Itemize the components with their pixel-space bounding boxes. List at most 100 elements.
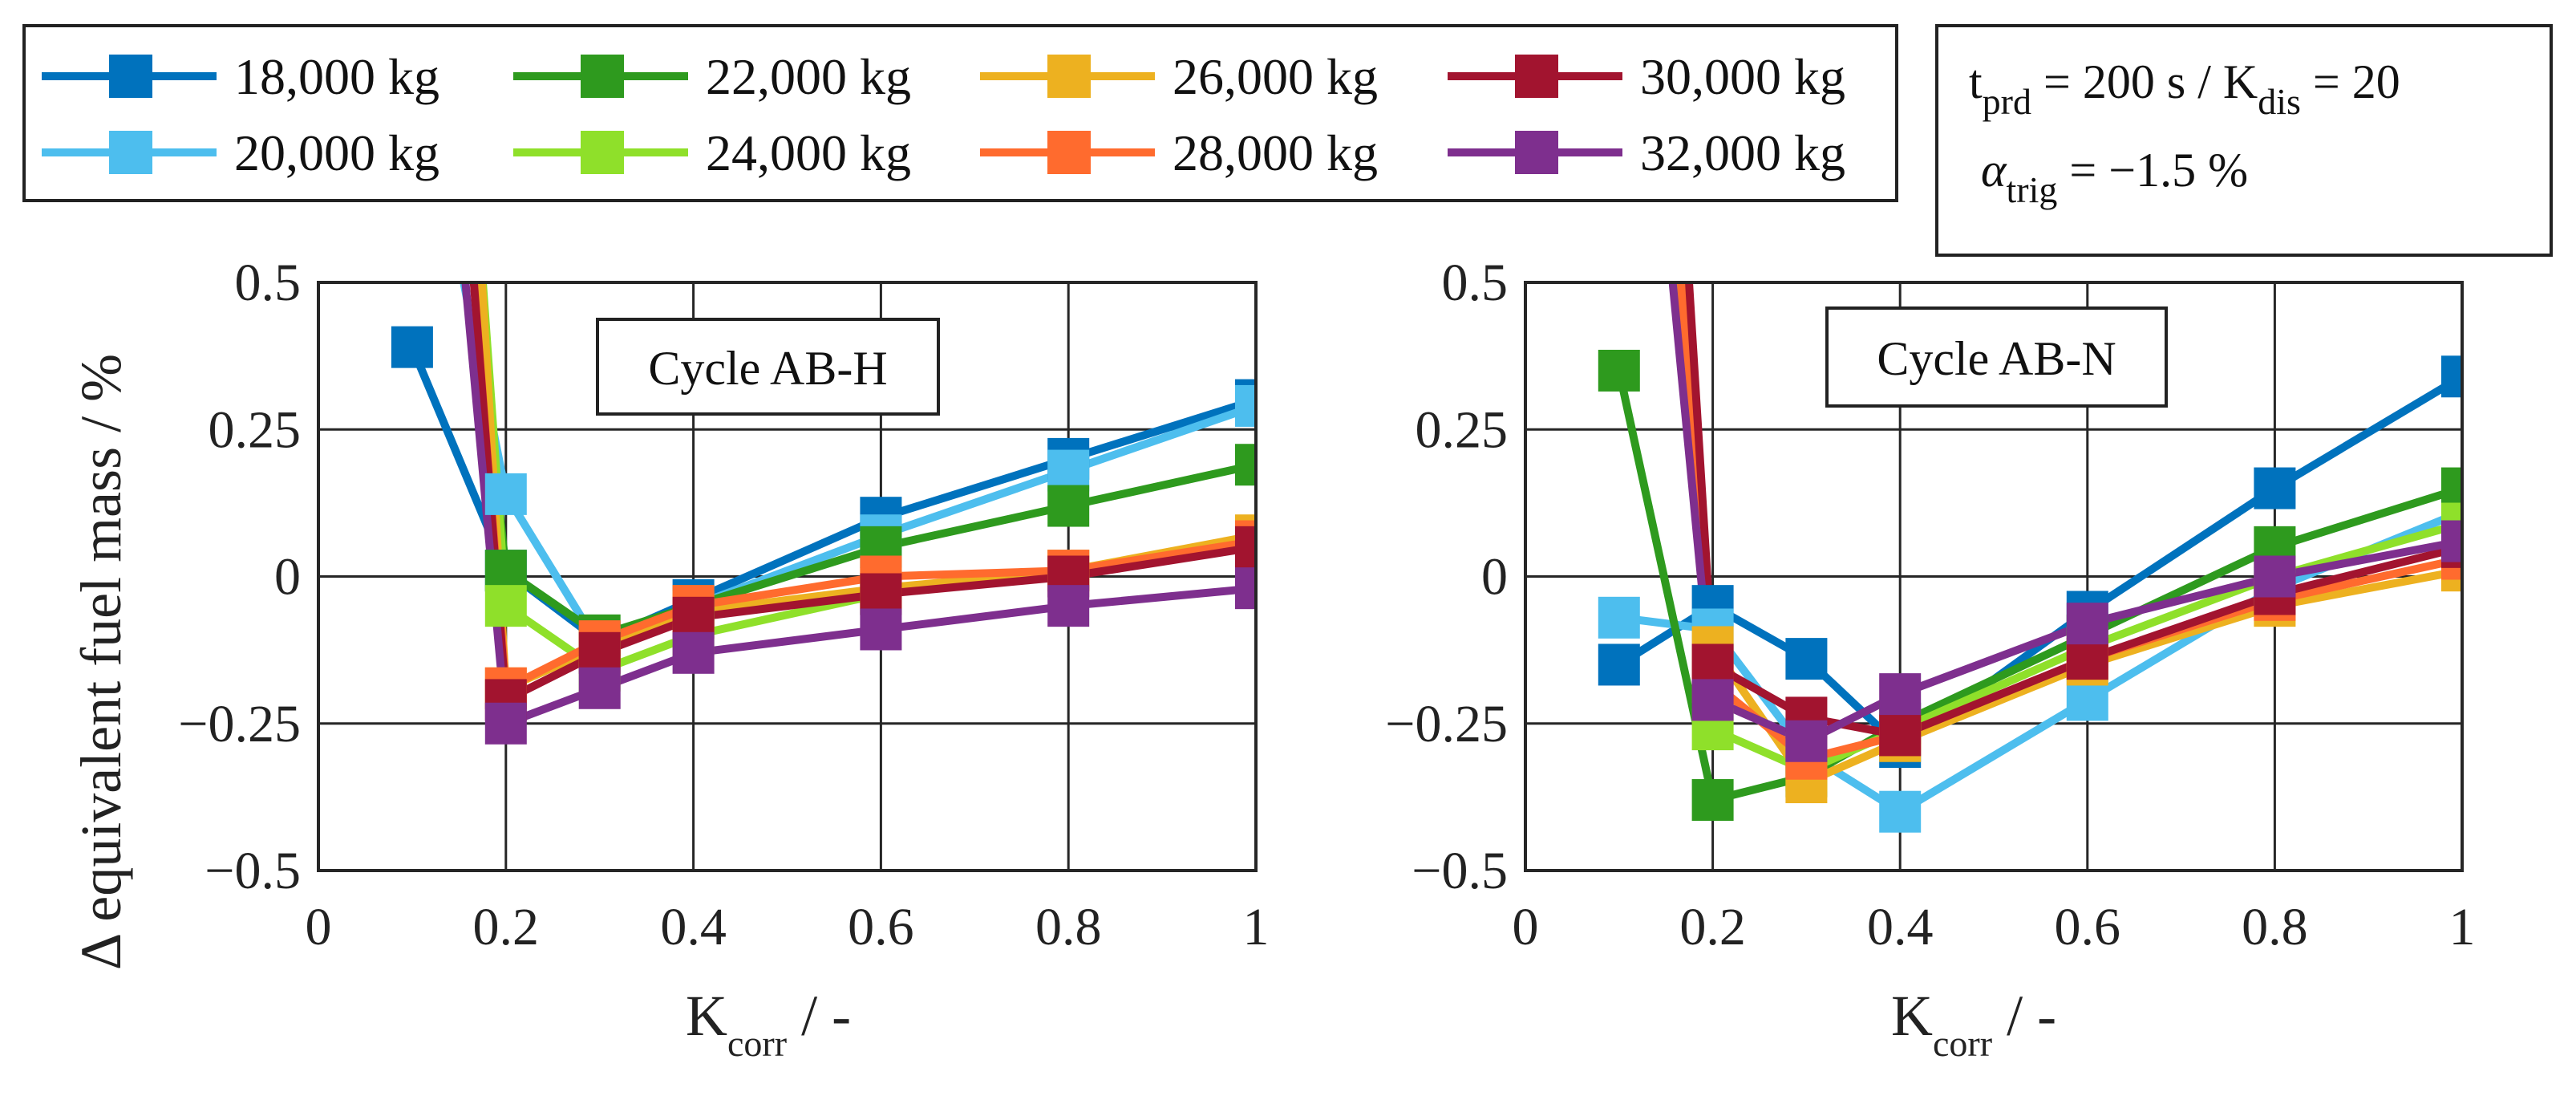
- legend-marker: [1047, 55, 1091, 98]
- x-tick-label: 1: [1243, 898, 1270, 956]
- x-tick-label: 0.6: [848, 898, 914, 956]
- legend-label: 24,000 kg: [706, 124, 911, 181]
- data-point: [2066, 638, 2108, 680]
- legend-marker: [581, 55, 624, 98]
- y-tick-label: 0: [1481, 548, 1508, 607]
- panel-cycle-ab-n: 0 0.2 0.4 0.6 0.8 1 −0.5 −0.25 0 0.25 0.5 Cycle AB-…: [1385, 254, 2476, 956]
- data-point: [2066, 603, 2108, 645]
- legend-entry: 28,000 kg: [980, 124, 1378, 181]
- y-tick-label: 0.5: [1442, 254, 1509, 312]
- legend-label: 20,000 kg: [234, 124, 439, 181]
- data-point: [2066, 679, 2108, 721]
- data-point: [1047, 485, 1090, 527]
- legend-marker: [109, 55, 152, 98]
- data-point: [1879, 714, 1922, 757]
- y-tick-label: 0.25: [209, 400, 302, 459]
- data-point: [578, 631, 621, 674]
- x-tick-label: 0.4: [660, 898, 727, 956]
- x-tick-label: 0.2: [1679, 898, 1746, 956]
- data-point: [1785, 638, 1828, 680]
- y-tick-label: −0.5: [1412, 842, 1508, 900]
- data-point: [2441, 467, 2462, 509]
- data-point: [1598, 349, 1640, 392]
- parameter-box-frame: [1935, 24, 2553, 257]
- legend: 18,000 kg 22,000 kg 26,000 kg 30,000 kg 20,0…: [22, 24, 1898, 202]
- panel-title-box: [1825, 306, 2168, 408]
- x-tick-label: 0.4: [1867, 898, 1934, 956]
- data-point: [1879, 673, 1922, 716]
- data-point: [484, 585, 527, 627]
- legend-entry: 20,000 kg: [42, 124, 439, 181]
- legend-label: 22,000 kg: [706, 48, 911, 105]
- legend-marker: [1515, 131, 1558, 174]
- legend-label: 18,000 kg: [234, 48, 439, 105]
- y-tick-label: 0: [274, 548, 301, 607]
- data-point: [484, 473, 527, 515]
- x-tick-label: 0: [1513, 898, 1539, 956]
- y-tick-label: −0.25: [178, 695, 301, 753]
- y-tick-label: 0.5: [235, 254, 302, 312]
- legend-marker: [109, 131, 152, 174]
- x-axis-label-left: Kcorr / -: [686, 984, 851, 1064]
- axes-frame: [317, 281, 1258, 872]
- legend-entry: 26,000 kg: [980, 48, 1378, 105]
- legend-entry: 22,000 kg: [513, 48, 911, 105]
- legend-entry: 32,000 kg: [1448, 124, 1845, 181]
- x-axis-label-right: Kcorr / -: [1891, 984, 2056, 1064]
- data-point: [860, 608, 902, 651]
- data-point: [1235, 384, 1256, 427]
- legend-frame: [22, 24, 1898, 202]
- panel-cycle-ab-h: 0 0.2 0.4 0.6 0.8 1 −0.5 −0.25 0 0.25 0.5 Cycle AB-…: [178, 254, 1270, 956]
- data-point: [672, 596, 715, 639]
- data-point: [1879, 790, 1922, 833]
- x-tick-label: 0.6: [2055, 898, 2121, 956]
- y-axis-label: Δ equivalent fuel mass / %: [69, 354, 133, 970]
- data-point: [1598, 643, 1640, 686]
- y-tick-label: −0.5: [205, 842, 301, 900]
- legend-entry: 18,000 kg: [42, 48, 439, 105]
- parameter-line-1: tprd = 200 s / Kdis = 20: [1969, 55, 2400, 122]
- data-point: [1235, 526, 1256, 568]
- data-point: [1691, 779, 1734, 822]
- data-point: [860, 573, 902, 615]
- data-point: [1047, 449, 1090, 492]
- x-tick-label: 0.8: [1035, 898, 1102, 956]
- data-point: [2254, 555, 2296, 598]
- x-tick-label: 0.8: [2242, 898, 2308, 956]
- data-point: [1235, 567, 1256, 610]
- data-point: [1235, 444, 1256, 486]
- legend-entry: 24,000 kg: [513, 124, 911, 181]
- data-point: [2254, 467, 2296, 509]
- legend-label: 28,000 kg: [1173, 124, 1378, 181]
- series-group: [391, 282, 1256, 745]
- data-point: [1598, 596, 1640, 639]
- y-tick-label: −0.25: [1385, 695, 1508, 753]
- panel-title: Cycle AB-N: [1877, 332, 2116, 385]
- data-point: [484, 702, 527, 745]
- data-point: [1785, 720, 1828, 762]
- x-tick-label: 1: [2449, 898, 2476, 956]
- axes-frame: [1524, 281, 2464, 872]
- legend-entry: 30,000 kg: [1448, 48, 1845, 105]
- legend-marker: [1515, 55, 1558, 98]
- data-point: [1691, 679, 1734, 721]
- panel-title-box: [596, 318, 940, 416]
- data-point: [2441, 520, 2462, 562]
- data-point: [1691, 643, 1734, 686]
- legend-label: 26,000 kg: [1173, 48, 1378, 105]
- data-point: [2441, 355, 2462, 398]
- legend-marker: [581, 131, 624, 174]
- legend-label: 32,000 kg: [1640, 124, 1845, 181]
- x-tick-label: 0.2: [473, 898, 540, 956]
- data-point: [391, 326, 433, 368]
- legend-marker: [1047, 131, 1091, 174]
- series-group: [1598, 282, 2462, 833]
- parameter-line-2: αtrig = −1.5 %: [1981, 144, 2248, 210]
- x-tick-label: 0: [306, 898, 332, 956]
- data-point: [484, 550, 527, 592]
- y-tick-label: 0.25: [1416, 400, 1509, 459]
- parameter-box: tprd = 200 s / Kdis = 20 αtrig = −1.5 %: [1935, 24, 2553, 257]
- data-point: [1047, 585, 1090, 627]
- panel-title: Cycle AB-H: [648, 342, 887, 395]
